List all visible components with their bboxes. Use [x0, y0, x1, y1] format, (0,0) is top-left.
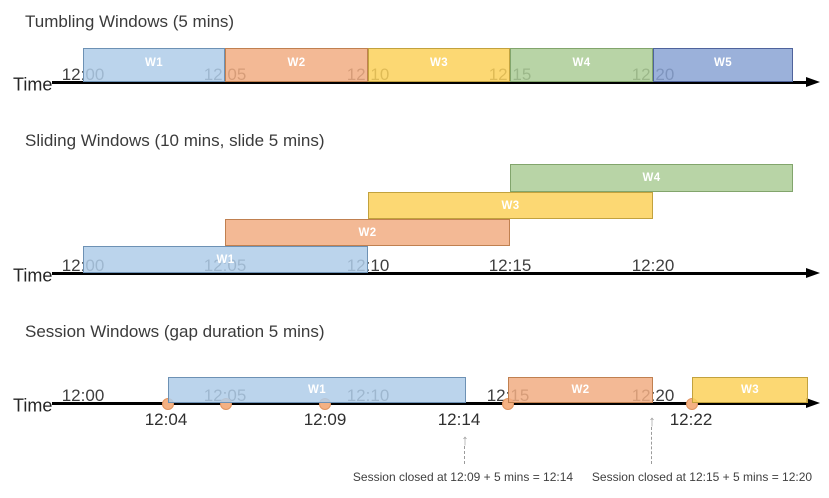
sliding-window-label-w3: W3	[501, 199, 520, 212]
sliding-tick-1220: 12:20	[631, 256, 675, 275]
session-event-label-1214: 12:14	[437, 410, 481, 429]
session-time-axis	[52, 402, 806, 405]
tumbling-time-axis	[52, 81, 806, 84]
tumbling-window-w1	[83, 48, 225, 82]
tumbling-window-w4	[510, 48, 653, 82]
session-window-label-w1: W1	[307, 384, 327, 396]
session-window-label-w3: W3	[740, 384, 760, 396]
sliding-window-label-w1: W1	[216, 253, 235, 266]
sliding-tick-1215: 12:15	[488, 256, 532, 275]
sliding-window-w2	[225, 219, 510, 246]
tumbling-time-axis-label: Time	[13, 74, 53, 95]
sliding-window-w1	[83, 246, 368, 273]
sliding-time-axis-label: Time	[13, 265, 53, 286]
tumbling-window-w5	[653, 48, 793, 82]
session-tick-1200: 12:00	[61, 386, 105, 405]
session-axis-arrowhead-icon	[806, 397, 820, 408]
session-callout-1-stem	[464, 446, 465, 464]
session-callout-2-text: Session closed at 12:15 + 5 mins = 12:20	[591, 470, 813, 484]
tumbling-window-label-w5: W5	[713, 57, 733, 69]
tumbling-window-label-w1: W1	[144, 57, 164, 69]
session-window-w1	[168, 377, 466, 403]
tumbling-section-title: Tumbling Windows (5 mins)	[25, 12, 235, 31]
tumbling-window-w3	[368, 48, 510, 82]
session-callout-2-arrow-up-icon: ↑	[648, 413, 656, 430]
tumbling-window-label-w3: W3	[429, 57, 449, 69]
session-section-title: Session Windows (gap duration 5 mins)	[25, 322, 325, 341]
session-time-axis-label: Time	[13, 395, 53, 416]
tumbling-window-label-w4: W4	[572, 57, 591, 69]
session-event-label-1222: 12:22	[669, 410, 713, 429]
sliding-time-axis	[52, 272, 806, 275]
session-event-label-1204: 12:04	[144, 410, 188, 429]
sliding-window-w3	[368, 192, 653, 219]
tumbling-axis-arrowhead-icon	[806, 76, 820, 87]
session-callout-1-text: Session closed at 12:09 + 5 mins = 12:14	[352, 470, 574, 484]
session-callout-2-stem	[651, 427, 652, 464]
sliding-axis-arrowhead-icon	[806, 267, 820, 278]
sliding-window-label-w2: W2	[358, 226, 377, 239]
tumbling-window-w2	[225, 48, 368, 82]
session-window-w3	[692, 377, 808, 403]
session-window-label-w2: W2	[571, 384, 590, 396]
sliding-section-title: Sliding Windows (10 mins, slide 5 mins)	[25, 131, 325, 150]
tumbling-window-label-w2: W2	[287, 57, 306, 69]
session-event-label-1209: 12:09	[303, 410, 347, 429]
sliding-window-label-w4: W4	[642, 172, 661, 184]
sliding-window-w4	[510, 164, 793, 192]
session-callout-1-arrow-up-icon: ↑	[461, 432, 469, 449]
session-window-w2	[508, 377, 653, 403]
